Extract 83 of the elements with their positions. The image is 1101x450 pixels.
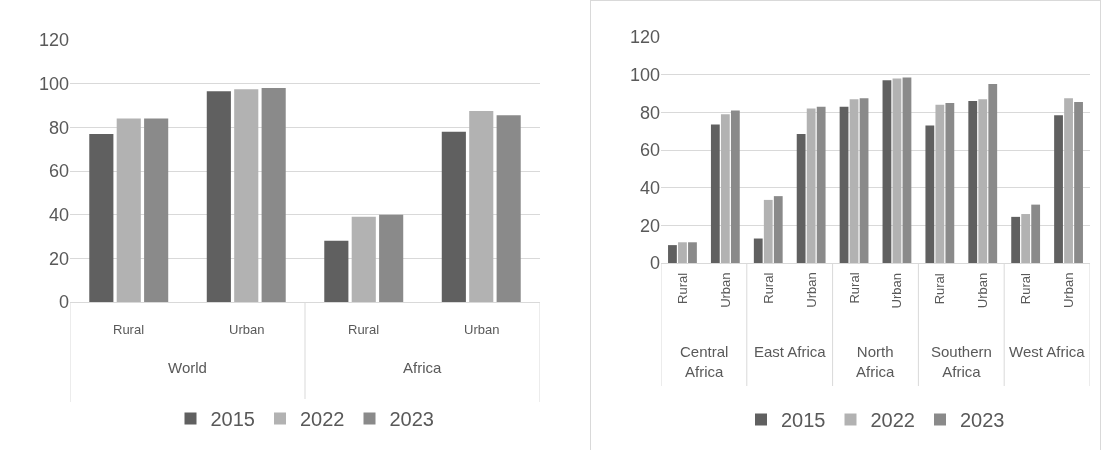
bar [351,216,376,302]
x-tick-label: Rural [348,322,380,337]
text: East Africa [754,343,827,360]
bar [882,80,892,263]
bar [234,89,259,302]
y-tick-label: 60 [48,161,69,182]
x-tick-label: Urban [889,273,905,309]
bar [935,104,945,263]
bar [379,214,404,302]
bar [324,240,349,302]
bar [1021,214,1031,263]
bar [1011,216,1021,263]
x-tick-label: Urban [229,322,265,337]
x-tick-label: Urban [464,322,500,337]
y-tick-label: 120 [629,27,660,48]
bar [945,102,955,263]
bar [925,125,935,263]
bar [968,101,978,263]
bar [859,98,869,263]
bar [849,99,859,263]
bar [1074,101,1083,263]
y-tick-label: 20 [639,215,660,236]
bar [1064,98,1073,263]
bar [806,108,816,263]
bar [261,88,286,302]
legend-label: 2023 [960,409,1005,432]
bar [496,115,521,302]
legend-label: 2022 [300,408,345,431]
bar [678,242,687,263]
x-tick-label: Urban [975,272,991,309]
bar [816,106,826,263]
bar [469,110,494,302]
text: Central Africa [680,343,729,380]
bar [763,199,773,263]
bar [1054,115,1063,263]
bar [902,77,912,263]
x-tick-label: Rural [113,322,145,337]
y-tick-label: 80 [48,117,69,138]
legend-label: 2022 [870,409,915,432]
y-tick-label: 20 [48,248,69,269]
bar [978,99,988,263]
bar [988,84,998,263]
y-tick-label: 120 [38,30,69,51]
x-tick-label: Rural [1018,272,1034,305]
y-tick-label: 0 [58,292,69,313]
bar [839,106,849,263]
y-tick-label: 40 [639,177,660,198]
y-tick-label: 100 [629,64,660,85]
y-tick-label: 60 [639,140,660,161]
bar [668,245,677,263]
y-tick-label: 100 [38,73,69,94]
bar [688,242,697,263]
bar [206,91,231,302]
bar [89,133,114,302]
x-tick-label: Urban [803,272,819,308]
bar [710,124,720,263]
x-tick-label: Rural [932,273,948,305]
x-tick-label: Rural [846,272,862,304]
legend-label: 2015 [210,408,255,431]
bar [1031,204,1041,263]
bar [796,133,806,263]
legend-label: 2023 [389,408,434,431]
bar [441,131,466,302]
x-tick-label: Rural [674,272,690,304]
y-tick-label: 0 [649,253,660,274]
x-tick-label: Rural [760,272,776,304]
bar [144,118,169,302]
bar [753,238,763,263]
bar [892,78,902,263]
bar [116,118,141,302]
text: West Africa [1009,343,1086,360]
bar [773,196,783,263]
legend-label: 2015 [781,409,826,432]
y-tick-label: 80 [639,102,660,123]
x-tick-label: Urban [717,272,733,308]
text: North Africa [856,343,895,380]
text: Africa [403,359,442,376]
bar [730,110,740,263]
y-tick-label: 40 [48,204,69,225]
x-tick-label: Urban [1061,272,1077,309]
bar [720,114,730,263]
text: Southern Africa [931,343,992,380]
text: World [168,359,207,376]
